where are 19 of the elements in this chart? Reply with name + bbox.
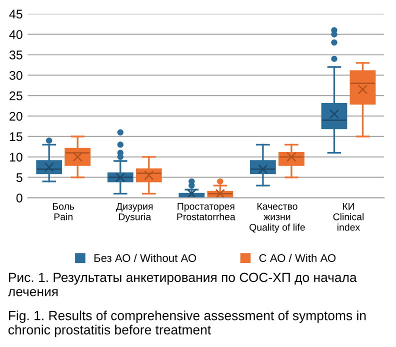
caption: Fig. 1. Results of comprehensive assessment of symptoms in chronic prostatitis before treatment <box>8 310 366 338</box>
x-tick-label: КИ Clinical index <box>333 203 364 231</box>
y-tick-label: 0 <box>16 194 22 202</box>
y-tick-label: 35 <box>9 50 22 60</box>
x-tick-label: Боль Pain <box>53 203 74 220</box>
y-tick-label: 15 <box>10 132 22 142</box>
y-tick-label: 45 <box>9 10 22 19</box>
x-tick-label: Простаторея Prostatorrhea <box>177 203 236 220</box>
legend-label: С АО / With АО <box>259 254 336 262</box>
y-tick-label: 40 <box>9 30 22 39</box>
y-tick-label: 10 <box>10 152 22 162</box>
y-tick-label: 5 <box>16 173 22 182</box>
y-tick-label: 20 <box>10 112 22 121</box>
y-tick-label: 25 <box>10 91 22 100</box>
x-tick-label: Дизурия Dysuria <box>116 203 153 222</box>
legend-label: Без АО / Without АО <box>94 254 196 262</box>
text: Рис. 1. Результаты анкетирования по СОС-ХП до начала лечения <box>8 272 357 296</box>
x-tick-label: Качество жизни Quality of life <box>250 203 305 233</box>
y-tick-label: 30 <box>9 70 22 80</box>
